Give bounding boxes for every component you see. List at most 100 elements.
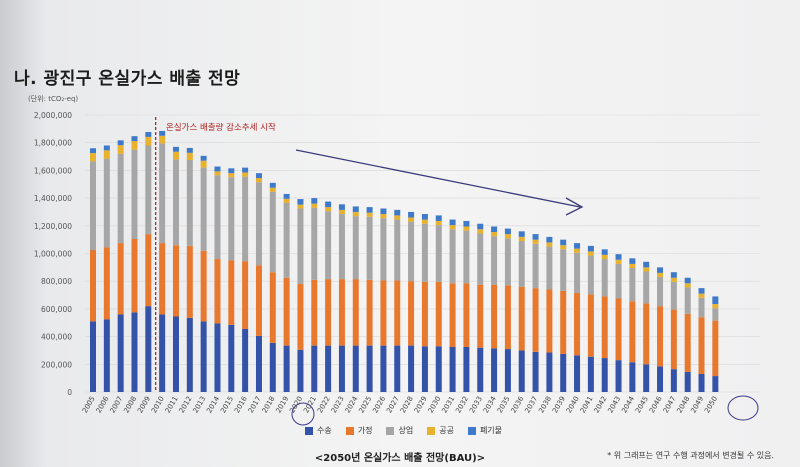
bar-segment xyxy=(670,272,677,278)
bar-segment xyxy=(255,265,262,336)
x-tick-label: 2037 xyxy=(523,395,539,414)
bar-segment xyxy=(670,281,677,310)
bar-segment xyxy=(352,211,359,217)
x-tick-label: 2045 xyxy=(634,395,650,414)
bar-segment xyxy=(449,346,456,392)
bar-segment xyxy=(587,251,594,256)
x-tick-label: 2041 xyxy=(579,395,595,414)
bar-segment xyxy=(546,246,553,290)
x-tick-label: 2009 xyxy=(136,395,152,414)
bar-segment xyxy=(421,214,428,220)
bar-segment xyxy=(228,324,235,392)
bar-segment xyxy=(504,238,511,286)
bar-segment xyxy=(574,292,581,356)
bar-segment xyxy=(532,351,539,392)
bar-segment xyxy=(90,161,96,251)
bar-segment xyxy=(518,236,525,242)
bar-segment xyxy=(186,147,193,153)
bar-segment xyxy=(408,345,415,392)
bar-segment xyxy=(670,309,677,370)
bar-segment xyxy=(172,159,179,246)
bar-segment xyxy=(643,364,650,392)
bar-segment xyxy=(131,149,138,239)
bar-segment xyxy=(491,348,498,392)
bar-segment xyxy=(657,277,664,307)
bar-segment xyxy=(449,229,456,284)
bar-segment xyxy=(214,171,221,176)
legend-item: 수송 xyxy=(305,425,332,436)
bar-segment xyxy=(421,223,428,282)
bar-segment xyxy=(615,254,622,260)
bar-segment xyxy=(698,293,705,298)
bar-segment xyxy=(491,232,498,237)
bar-segment xyxy=(117,145,124,154)
bar-segment xyxy=(504,228,511,235)
x-tick-label: 2018 xyxy=(261,395,277,414)
bar-segment xyxy=(159,243,166,315)
bar-segment xyxy=(172,151,179,160)
legend-label: 공공 xyxy=(439,426,454,435)
bar-segment xyxy=(380,280,387,346)
bar-segment xyxy=(684,313,691,372)
bar-segment xyxy=(657,272,664,278)
bar-segment xyxy=(325,211,332,280)
bar-segment xyxy=(366,345,373,392)
bar-segment xyxy=(269,342,276,392)
bar-segment xyxy=(338,345,345,392)
bar-segment xyxy=(200,250,207,322)
legend-label: 가정 xyxy=(357,426,373,435)
bar-segment xyxy=(421,219,428,224)
bar-segment xyxy=(352,216,359,280)
bar-segment xyxy=(103,145,110,151)
x-tick-label: 2033 xyxy=(468,395,484,414)
trend-arrow xyxy=(295,149,581,208)
bar-segment xyxy=(103,150,110,159)
bar-segment xyxy=(684,371,691,392)
bar-segment xyxy=(145,306,152,392)
bar-segment xyxy=(629,268,636,302)
bar-segment xyxy=(145,132,152,137)
bar-segment xyxy=(421,346,428,392)
bar-segment xyxy=(352,345,359,392)
bar-segment xyxy=(712,296,719,305)
bar-segment xyxy=(615,259,622,264)
bar-segment xyxy=(394,280,401,346)
bar-segment xyxy=(159,130,166,136)
bar-segment xyxy=(532,239,539,244)
y-tick-label: 400,000 xyxy=(41,333,72,342)
bar-segment xyxy=(103,319,110,392)
chart-note: * 위 그래프는 연구 수행 과정에서 변경될 수 있음. xyxy=(607,451,774,460)
bar-segment xyxy=(297,283,304,350)
bar-segment xyxy=(366,216,373,280)
bar-segment xyxy=(228,168,235,174)
bar-segment xyxy=(242,328,249,392)
bar-segment xyxy=(435,281,442,347)
bar-segment xyxy=(352,279,359,346)
bar-segment xyxy=(325,279,332,346)
bar-segment xyxy=(629,258,636,264)
bar-segment xyxy=(463,346,470,392)
y-tick-label: 1,000,000 xyxy=(34,250,72,259)
x-tick-label: 2008 xyxy=(122,395,138,414)
bar-segment xyxy=(103,158,110,248)
x-tick-label: 2029 xyxy=(413,395,429,414)
bar-segment xyxy=(117,140,124,146)
bar-segment xyxy=(643,303,650,365)
bar-segment xyxy=(449,219,456,226)
bar-segment xyxy=(283,202,290,278)
bar-segment xyxy=(518,241,525,287)
bar-segment xyxy=(159,135,166,144)
bar-segment xyxy=(698,288,705,294)
x-tick-label: 2010 xyxy=(150,395,166,414)
bar-segment xyxy=(394,209,401,216)
bar-segment xyxy=(518,286,525,351)
x-tick-label: 2015 xyxy=(219,395,235,414)
bar-segment xyxy=(283,198,290,203)
x-tick-label: 2017 xyxy=(247,395,263,414)
bar-segment xyxy=(587,245,594,252)
bar-segment xyxy=(297,349,304,392)
bar-segment xyxy=(463,283,470,347)
bar-segment xyxy=(394,219,401,281)
bar-segment xyxy=(283,345,290,392)
bar-segment xyxy=(311,345,318,392)
